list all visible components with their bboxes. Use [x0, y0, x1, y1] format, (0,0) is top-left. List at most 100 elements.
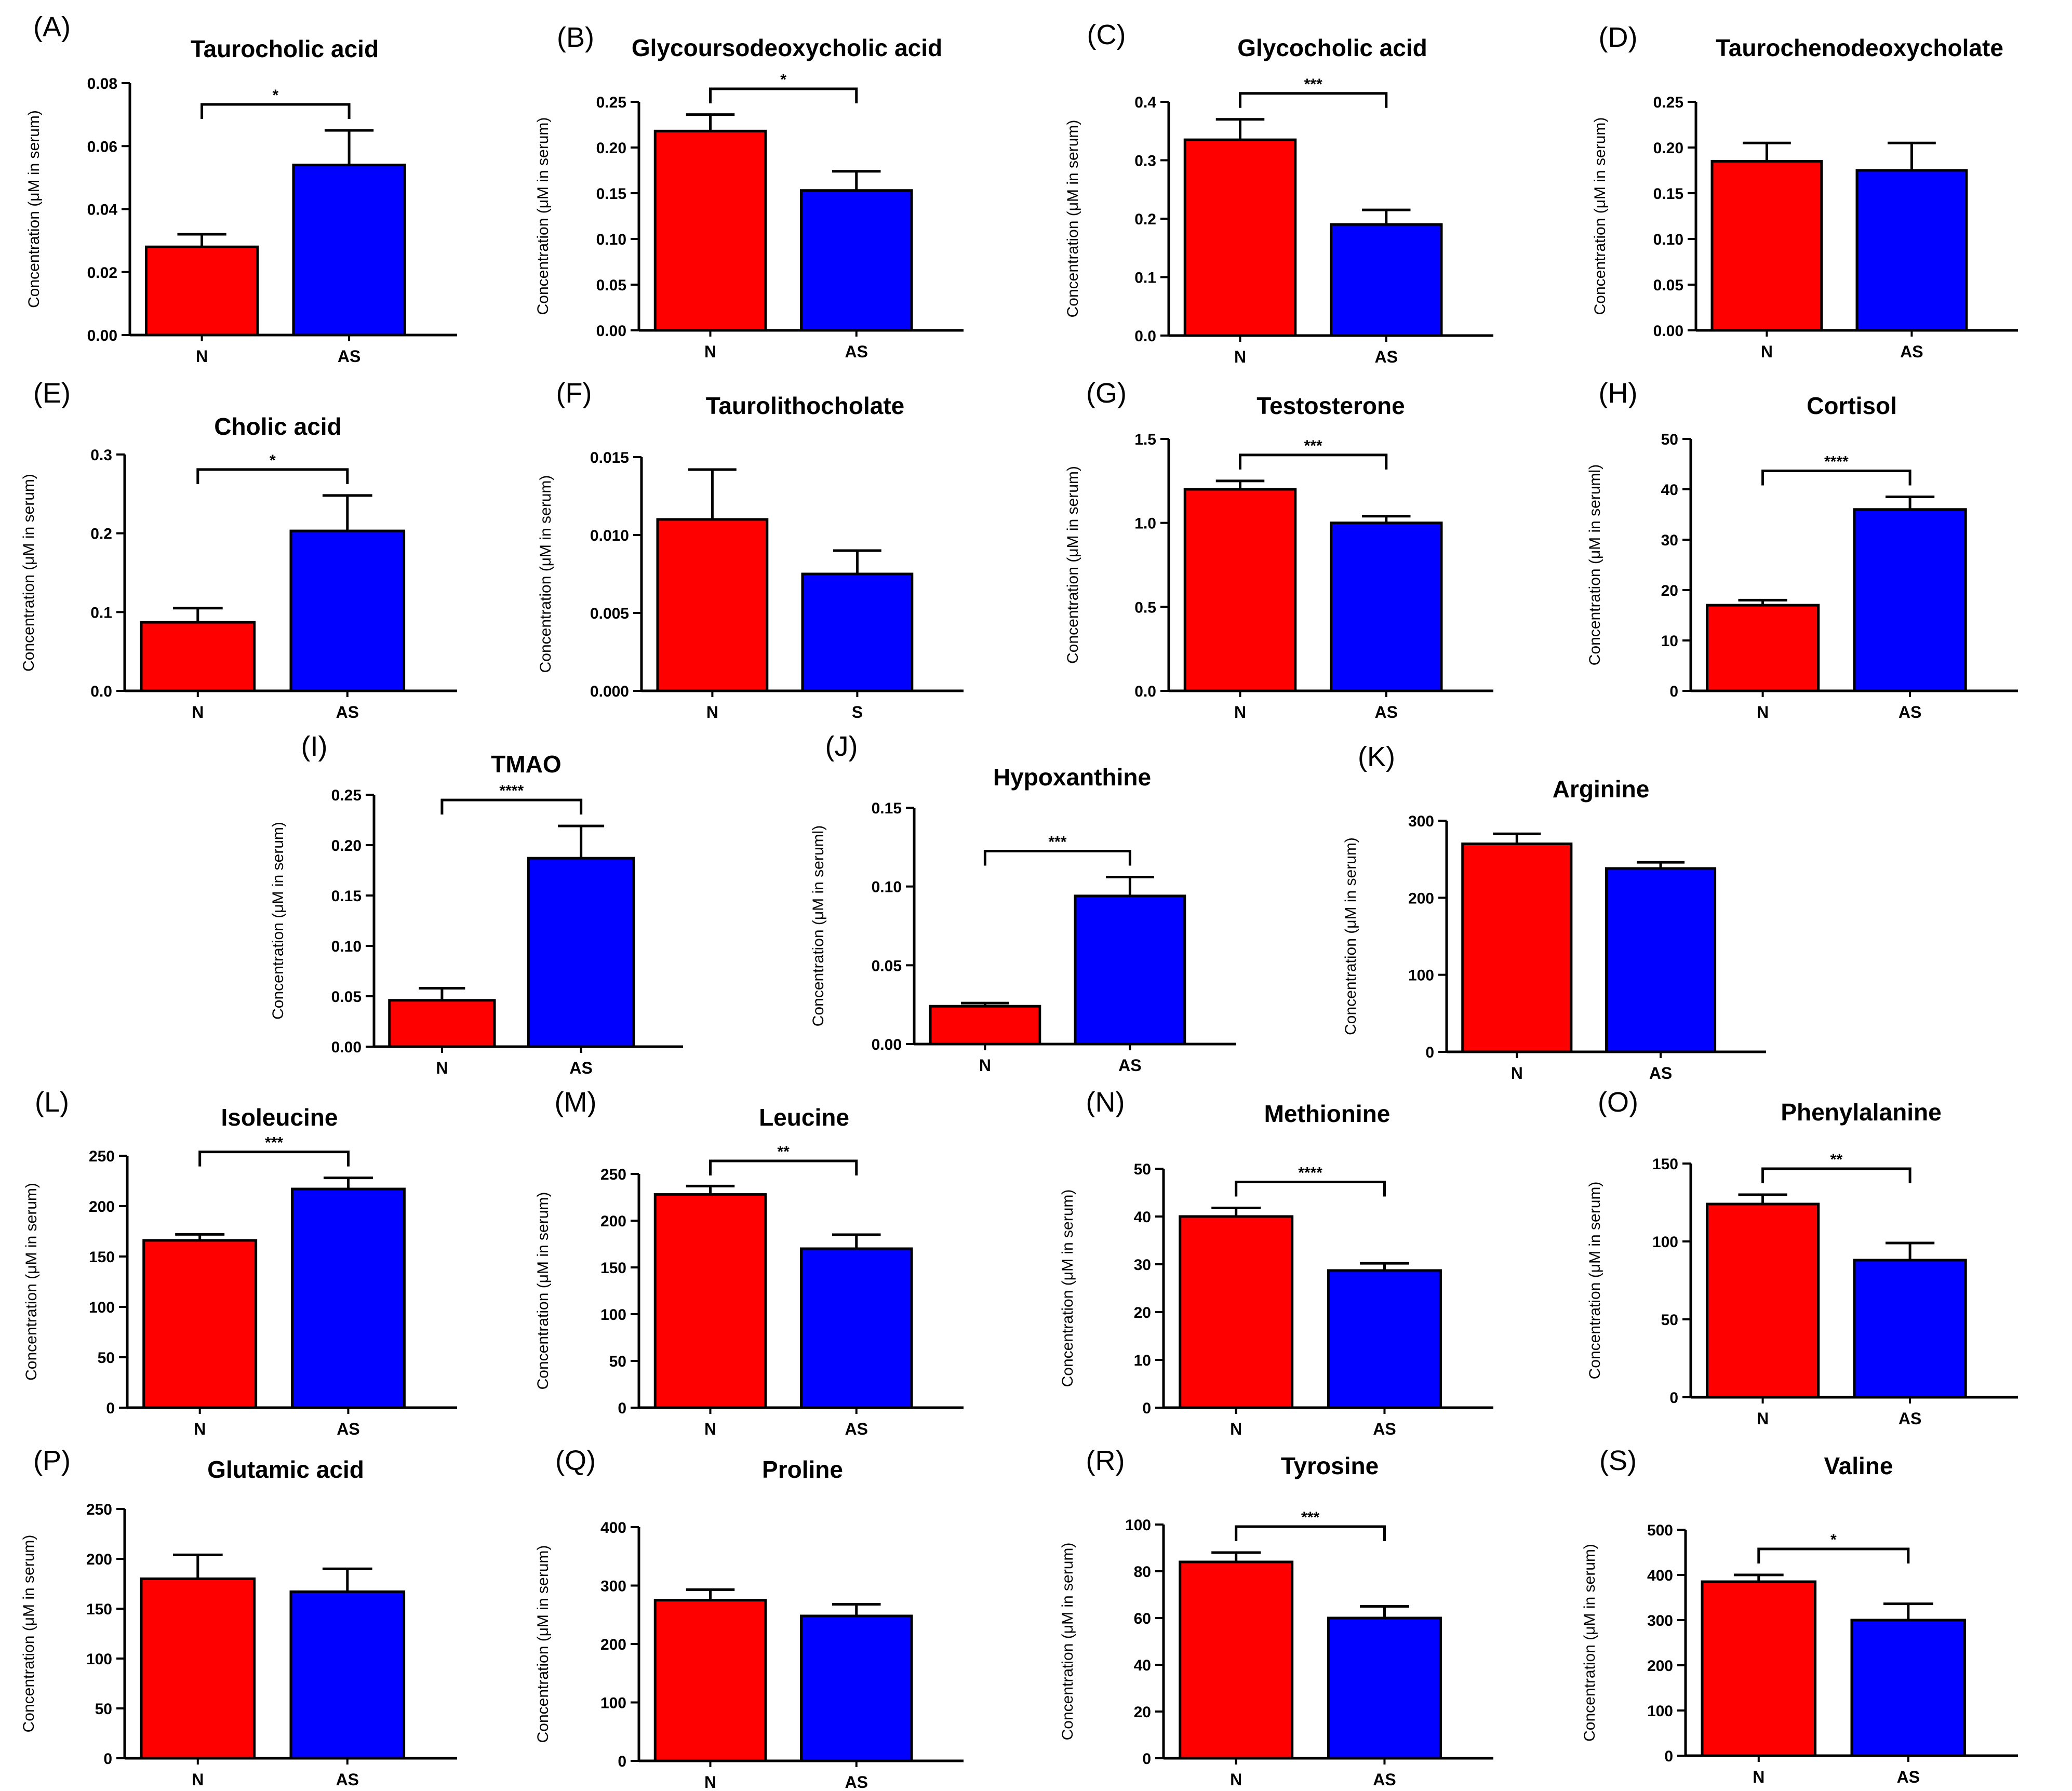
chart-panel-p: (P) Glutamic acid Concentration (μM in ser…	[20, 1445, 457, 1789]
x-tick-label: N	[1230, 1770, 1242, 1789]
significance-label: *	[780, 71, 786, 88]
chart-title: Taurocholic acid	[191, 35, 379, 62]
y-tick-label: 0.015	[590, 449, 629, 466]
y-tick-label: 200	[1647, 1658, 1673, 1675]
x-tick-label: N	[1511, 1064, 1523, 1082]
panel-label: (L)	[35, 1087, 69, 1118]
y-tick-label: 500	[1647, 1522, 1673, 1539]
significance-bracket	[198, 1151, 350, 1167]
y-axis-label: Concentration (μM in serum)	[1581, 1544, 1598, 1742]
y-tick-label: 100	[86, 1651, 112, 1668]
bar-n	[140, 621, 256, 692]
bar-n	[142, 1239, 258, 1409]
y-tick-label: 0	[1669, 683, 1678, 700]
y-tick-label: 0.06	[87, 138, 117, 155]
y-tick-label: 50	[609, 1353, 626, 1370]
chart-panel-l: (L) Isoleucine Concentration (μM in serum)…	[23, 1087, 457, 1438]
y-axis-label: Concentration (μM in seruml)	[1586, 464, 1603, 665]
x-tick-label: AS	[338, 347, 360, 366]
x-tick-label: AS	[1375, 347, 1398, 366]
y-tick-label: 0.05	[1653, 277, 1683, 294]
bar-as	[289, 1590, 406, 1760]
chart-title: Tyrosine	[1281, 1452, 1379, 1479]
y-tick-label: 100	[600, 1695, 626, 1712]
y-tick-label: 10	[1661, 633, 1678, 650]
y-tick-label: 100	[1125, 1517, 1151, 1534]
panel-label: (E)	[33, 378, 71, 409]
y-tick-label: 0	[1664, 1748, 1673, 1765]
y-tick-label: 0.15	[872, 800, 902, 817]
x-tick-label: AS	[1373, 1770, 1396, 1789]
chart-panel-i: (I) TMAO Concentration (μM in serum) N AS 0.0…	[270, 731, 683, 1077]
y-tick-label: 200	[89, 1198, 115, 1215]
y-axis-label: Concentration (μM in serum)	[1064, 120, 1081, 318]
y-tick-label: 30	[1661, 532, 1678, 549]
y-tick-label: 0.3	[1134, 153, 1156, 170]
y-axis-label: Concentration (μM in serum)	[534, 1545, 552, 1743]
y-tick-label: 200	[1408, 890, 1434, 907]
x-tick-label: AS	[1118, 1056, 1141, 1075]
panel-label: (C)	[1087, 19, 1126, 50]
y-tick-label: 300	[1408, 813, 1434, 830]
chart-title: Isoleucine	[221, 1104, 338, 1131]
y-tick-label: 0	[1669, 1389, 1678, 1407]
x-tick-label: AS	[845, 1420, 868, 1438]
y-tick-label: 300	[1647, 1612, 1673, 1629]
y-tick-label: 150	[89, 1249, 115, 1266]
y-axis-label: Concentration (μM in serum)	[537, 475, 554, 673]
significance-bracket	[1239, 453, 1388, 470]
y-tick-label: 1.0	[1134, 515, 1156, 532]
bar-as	[1327, 1269, 1442, 1409]
bar-as	[292, 164, 406, 337]
significance-label: ****	[1298, 1164, 1322, 1181]
x-tick-label: N	[979, 1056, 991, 1075]
significance-bracket	[709, 87, 858, 103]
y-axis-label: Concentration (μM in serum)	[270, 822, 287, 1020]
bar-as	[289, 529, 406, 692]
chart-title: Proline	[762, 1456, 843, 1483]
y-tick-label: 40	[1134, 1209, 1151, 1226]
y-axis-label: Concentration (μM in serum)	[20, 1535, 37, 1733]
y-tick-label: 0.02	[87, 264, 117, 282]
chart-title: Cortisol	[1807, 392, 1897, 419]
y-tick-label: 20	[1661, 582, 1678, 599]
panel-label: (F)	[556, 378, 592, 409]
bar-n	[1183, 488, 1297, 692]
y-tick-label: 20	[1134, 1704, 1151, 1721]
x-tick-label: AS	[336, 703, 359, 721]
significance-bracket	[440, 798, 583, 815]
y-tick-label: 150	[86, 1601, 112, 1618]
chart-title: Methionine	[1264, 1100, 1391, 1127]
y-tick-label: 0.5	[1134, 599, 1156, 616]
y-tick-label: 100	[1652, 1234, 1678, 1251]
x-tick-label: N	[192, 1770, 204, 1789]
y-tick-label: 0.0	[90, 683, 112, 700]
y-axis-label: Concentration (μM in serum)	[1064, 466, 1081, 664]
y-tick-label: 150	[1652, 1156, 1678, 1173]
y-tick-label: 100	[600, 1306, 626, 1324]
bar-as	[1853, 508, 1967, 692]
y-tick-label: 200	[600, 1213, 626, 1230]
chart-panel-g: (G) Testosterone Concentration (μM in seru…	[1064, 378, 1493, 721]
significance-bracket	[1761, 1167, 1911, 1183]
y-tick-label: 0.2	[1134, 211, 1156, 228]
significance-bracket	[1235, 1180, 1386, 1197]
chart-title: Glutamic acid	[207, 1456, 364, 1483]
panel-label: (A)	[33, 11, 71, 43]
significance-bracket	[1761, 470, 1911, 486]
significance-label: ****	[1824, 453, 1849, 471]
significance-label: ***	[1304, 76, 1322, 93]
significance-label: ****	[499, 782, 524, 799]
y-axis-label: Concentration (μM in serum)	[1586, 1182, 1603, 1380]
bar-s	[801, 572, 914, 692]
panel-label: (J)	[825, 731, 858, 762]
chart-panel-c: (C) Glycocholic acid Concentration (μM in …	[1064, 19, 1493, 366]
y-tick-label: 0.04	[87, 202, 118, 219]
y-tick-label: 0.00	[872, 1036, 902, 1053]
x-tick-label: N	[704, 342, 716, 361]
x-tick-label: N	[196, 347, 208, 366]
y-tick-label: 100	[89, 1299, 115, 1316]
panel-label: (Q)	[555, 1445, 596, 1476]
bar-n	[388, 999, 496, 1048]
significance-bracket	[709, 1159, 858, 1175]
